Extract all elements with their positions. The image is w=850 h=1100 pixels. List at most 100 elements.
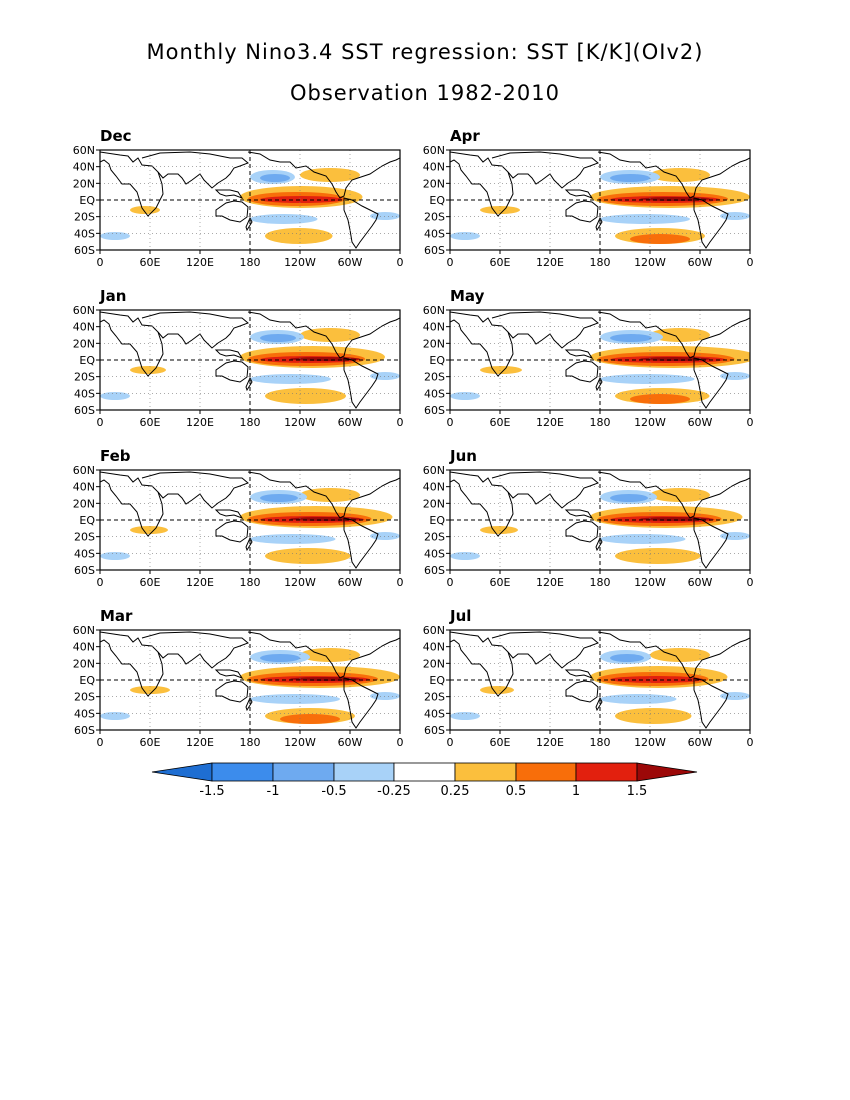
sst-anomaly-patch bbox=[370, 212, 400, 220]
y-tick-label: 40S bbox=[424, 707, 445, 720]
coastline bbox=[450, 311, 514, 377]
sst-anomaly-patch bbox=[600, 214, 690, 224]
sst-anomaly-patch bbox=[450, 712, 480, 720]
coastline bbox=[214, 669, 244, 680]
coastline bbox=[215, 520, 249, 543]
x-tick-label: 120W bbox=[634, 576, 666, 589]
coastline bbox=[693, 197, 729, 249]
x-tick-label: 0 bbox=[97, 256, 104, 269]
coastline bbox=[564, 669, 594, 680]
map-panel-apr: 0 60E 120E 180 120W 60W 0 60N 40N 20N EQ 20S 40S 60S A… bbox=[423, 127, 754, 269]
y-tick-label: 20S bbox=[74, 211, 95, 224]
sst-anomaly-patch bbox=[265, 388, 346, 404]
x-tick-label: 0 bbox=[397, 576, 404, 589]
coastline bbox=[597, 471, 750, 519]
y-tick-label: 60N bbox=[73, 304, 95, 317]
panel-month-label: May bbox=[450, 287, 485, 305]
coastline bbox=[100, 471, 164, 537]
x-tick-label: 0 bbox=[747, 416, 754, 429]
coastline bbox=[214, 509, 244, 520]
x-tick-label: 0 bbox=[747, 736, 754, 749]
coastline bbox=[247, 471, 400, 519]
colorbar-segment bbox=[272, 762, 335, 782]
panel-month-label: Feb bbox=[100, 447, 131, 465]
coastline bbox=[565, 200, 599, 223]
coastline bbox=[100, 151, 164, 217]
x-tick-label: 120W bbox=[284, 736, 316, 749]
x-tick-label: 120W bbox=[284, 416, 316, 429]
coastline bbox=[565, 520, 599, 543]
colorbar-label: 0.25 bbox=[441, 784, 470, 799]
map-panel-jul: 0 60E 120E 180 120W 60W 0 60N 40N 20N EQ 20S 40S 60S J… bbox=[423, 607, 754, 749]
x-tick-label: 0 bbox=[97, 736, 104, 749]
y-tick-label: 60N bbox=[423, 304, 445, 317]
coastline bbox=[595, 216, 603, 232]
coastline bbox=[245, 216, 253, 232]
sst-anomaly-patch bbox=[300, 648, 360, 662]
sst-anomaly-patch bbox=[290, 677, 360, 681]
sst-anomaly-patch bbox=[630, 394, 690, 404]
x-tick-label: 60W bbox=[338, 576, 363, 589]
x-tick-label: 120W bbox=[634, 256, 666, 269]
x-tick-label: 60E bbox=[490, 256, 511, 269]
coastline bbox=[564, 509, 594, 520]
coastline bbox=[450, 631, 514, 697]
x-tick-label: 120E bbox=[186, 576, 214, 589]
x-tick-label: 0 bbox=[747, 256, 754, 269]
coastline bbox=[693, 677, 729, 729]
y-tick-label: 60S bbox=[424, 564, 445, 577]
x-tick-label: 60W bbox=[338, 416, 363, 429]
panel-month-label: Jan bbox=[99, 287, 126, 305]
sst-anomaly-patch bbox=[720, 692, 750, 700]
x-tick-label: 60E bbox=[140, 576, 161, 589]
x-tick-label: 120E bbox=[536, 416, 564, 429]
y-tick-label: 20S bbox=[424, 691, 445, 704]
y-tick-label: 40N bbox=[423, 481, 445, 494]
x-tick-label: 120W bbox=[634, 736, 666, 749]
coastline bbox=[215, 360, 249, 383]
y-tick-label: 20N bbox=[423, 497, 445, 510]
x-tick-label: 0 bbox=[97, 576, 104, 589]
x-tick-label: 0 bbox=[447, 256, 454, 269]
sst-anomaly-patch bbox=[130, 526, 168, 534]
panel-month-label: Jul bbox=[449, 607, 471, 625]
sst-anomaly-patch bbox=[480, 526, 518, 534]
sst-anomaly-patch bbox=[100, 712, 130, 720]
sst-anomaly-patch bbox=[615, 548, 701, 564]
map-panel-jan: 0 60E 120E 180 120W 60W 0 60N 40N 20N EQ 20S 40S 60S J… bbox=[73, 287, 404, 429]
sst-anomaly-patch bbox=[100, 392, 130, 400]
coastline bbox=[141, 471, 249, 509]
colorbar-label: -1 bbox=[267, 784, 280, 799]
y-tick-label: 60S bbox=[74, 404, 95, 417]
sst-anomaly-patch bbox=[280, 714, 340, 724]
colorbar-arrow-high bbox=[636, 762, 698, 782]
colorbar-label: 1.5 bbox=[627, 784, 648, 799]
sst-anomaly-patch bbox=[480, 686, 514, 694]
sst-anomaly-patch bbox=[265, 548, 351, 564]
sst-anomaly-patch bbox=[260, 334, 296, 342]
coastline bbox=[215, 680, 249, 703]
y-tick-label: 40N bbox=[423, 641, 445, 654]
colorbar-segment bbox=[575, 762, 638, 782]
sst-anomaly-patch bbox=[600, 694, 677, 704]
x-tick-label: 60W bbox=[338, 256, 363, 269]
x-tick-label: 60W bbox=[688, 576, 713, 589]
sst-anomaly-patch bbox=[100, 552, 130, 560]
x-tick-label: 0 bbox=[397, 736, 404, 749]
x-tick-label: 120E bbox=[536, 576, 564, 589]
x-tick-label: 60E bbox=[490, 576, 511, 589]
y-tick-label: 60S bbox=[424, 244, 445, 257]
sst-anomaly-patch bbox=[260, 174, 290, 182]
colorbar-segment bbox=[454, 762, 517, 782]
coastline bbox=[247, 151, 400, 199]
sst-anomaly-patch bbox=[290, 517, 360, 521]
x-tick-label: 60E bbox=[140, 256, 161, 269]
colorbar-label: -1.5 bbox=[199, 784, 224, 799]
coastline bbox=[245, 696, 253, 712]
coastline bbox=[141, 151, 249, 189]
y-tick-label: 20N bbox=[423, 177, 445, 190]
figure-subtitle: Observation 1982-2010 bbox=[289, 81, 561, 105]
colorbar-segment bbox=[333, 762, 395, 782]
sst-anomaly-patch bbox=[100, 232, 130, 240]
